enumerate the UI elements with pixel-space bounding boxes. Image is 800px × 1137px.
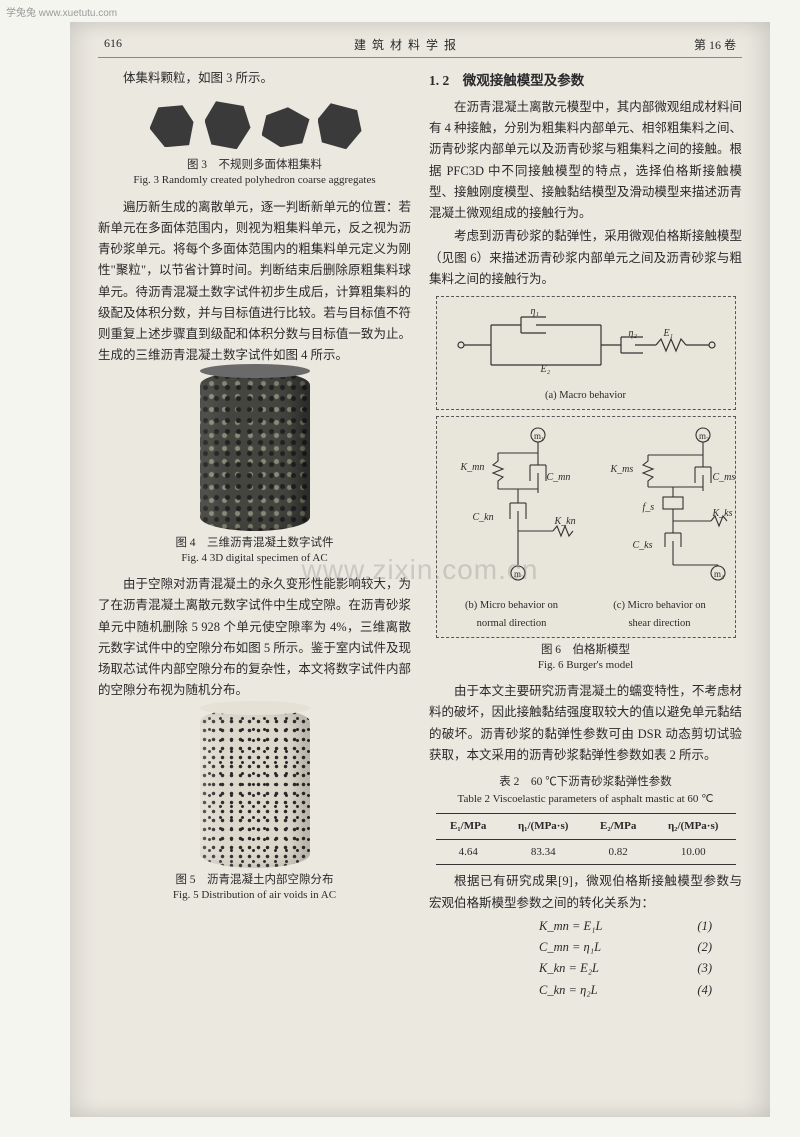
figure-6-micro: m₁ bbox=[436, 416, 736, 638]
svg-text:m₄: m₄ bbox=[714, 569, 724, 579]
page-number: 616 bbox=[104, 36, 122, 53]
svg-text:m₁: m₁ bbox=[534, 431, 544, 441]
circuit-icon bbox=[451, 305, 721, 377]
equation-row: K_mn = E₁L(1) bbox=[429, 916, 742, 937]
figure-6-diagram: η₁ η₂ E₁ E₂ (a) Macro behavior bbox=[436, 296, 736, 410]
table2-title-cn: 表 2 60 ℃下沥青砂浆黏弹性参数 bbox=[429, 774, 742, 790]
fig6-sub-c: (c) Micro behavior on shear direction bbox=[591, 597, 729, 633]
top-watermark: 学兔兔 www.xuetutu.com bbox=[6, 4, 117, 19]
table2-title-en: Table 2 Viscoelastic parameters of aspha… bbox=[429, 790, 742, 809]
figure-3-image bbox=[98, 93, 411, 153]
paragraph: 由于本文主要研究沥青混凝土的蠕变特性，不考虑材料的破坏，因此接触黏结强度取较大的… bbox=[429, 681, 742, 766]
table-header: E₁/MPa bbox=[436, 813, 501, 839]
table-cell: 10.00 bbox=[651, 839, 736, 865]
table-header: η₂/(MPa·s) bbox=[651, 813, 736, 839]
fig6-sub-b: (b) Micro behavior on normal direction bbox=[443, 597, 581, 633]
circuit-icon: m₁ bbox=[443, 425, 583, 585]
section-heading: 1. 2 微观接触模型及参数 bbox=[429, 70, 742, 93]
page-header: 616 建筑材料学报 第 16 卷 bbox=[98, 34, 742, 58]
macro-behavior-diagram: η₁ η₂ E₁ E₂ bbox=[451, 305, 721, 385]
micro-normal-diagram: m₁ bbox=[443, 425, 583, 595]
left-column: 体集料颗粒，如图 3 所示。 图 3 不规则多面体粗集料 Fig. 3 Rand… bbox=[98, 68, 411, 1001]
figure-5-caption: 图 5 沥青混凝土内部空隙分布 Fig. 5 Distribution of a… bbox=[98, 872, 411, 903]
paragraph: 由于空隙对沥青混凝土的永久变形性能影响较大，为了在沥青混凝土离散元数字试件中生成… bbox=[98, 574, 411, 702]
paragraph: 在沥青混凝土离散元模型中，其内部微观组成材料间有 4 种接触，分别为粗集料内部单… bbox=[429, 97, 742, 225]
aggregate-shape-icon bbox=[318, 103, 362, 149]
aggregate-shape-icon bbox=[150, 105, 194, 147]
figure-3-caption: 图 3 不规则多面体粗集料 Fig. 3 Randomly created po… bbox=[98, 157, 411, 188]
equation-row: C_mn = η₁L(2) bbox=[429, 937, 742, 958]
table-cell: 0.82 bbox=[585, 839, 650, 865]
svg-text:m₃: m₃ bbox=[699, 431, 709, 441]
aggregate-shape-icon bbox=[262, 107, 310, 147]
figure-6-caption: 图 6 伯格斯模型 Fig. 6 Burger's model bbox=[429, 642, 742, 673]
svg-text:m₂: m₂ bbox=[514, 569, 524, 579]
aggregate-shape-icon bbox=[205, 101, 251, 149]
circuit-icon: m₃ bbox=[593, 425, 733, 585]
right-column: 1. 2 微观接触模型及参数 在沥青混凝土离散元模型中，其内部微观组成材料间有 … bbox=[429, 68, 742, 1001]
table-header: E₂/MPa bbox=[585, 813, 650, 839]
figure-5-image bbox=[98, 708, 411, 868]
paragraph: 遍历新生成的离散单元，逐一判断新单元的位置：若新单元在多面体范围内，则视为粗集料… bbox=[98, 197, 411, 367]
figure-4-image bbox=[98, 371, 411, 531]
table-cell: 83.34 bbox=[501, 839, 586, 865]
table-2: E₁/MPa η₁/(MPa·s) E₂/MPa η₂/(MPa·s) 4.64… bbox=[436, 813, 736, 865]
micro-shear-diagram: m₃ bbox=[593, 425, 733, 595]
page: 616 建筑材料学报 第 16 卷 体集料颗粒，如图 3 所示。 图 3 不规则… bbox=[70, 22, 770, 1117]
paragraph: 考虑到沥青砂浆的黏弹性，采用微观伯格斯接触模型（见图 6）来描述沥青砂浆内部单元… bbox=[429, 226, 742, 290]
issue-label: 第 16 卷 bbox=[694, 36, 736, 53]
journal-title: 建筑材料学报 bbox=[354, 36, 462, 53]
paragraph: 根据已有研究成果[9]，微观伯格斯接触模型参数与宏观伯格斯模型参数之间的转化关系… bbox=[429, 871, 742, 914]
table-cell: 4.64 bbox=[436, 839, 501, 865]
cylinder-specimen-icon bbox=[200, 371, 310, 531]
two-column-body: 体集料颗粒，如图 3 所示。 图 3 不规则多面体粗集料 Fig. 3 Rand… bbox=[98, 68, 742, 1001]
paragraph: 体集料颗粒，如图 3 所示。 bbox=[98, 68, 411, 89]
table-header: η₁/(MPa·s) bbox=[501, 813, 586, 839]
equation-row: K_kn = E₂L(3) bbox=[429, 958, 742, 979]
cylinder-voids-icon bbox=[200, 708, 310, 868]
equation-row: C_kn = η₂L(4) bbox=[429, 980, 742, 1001]
fig6-sub-a: (a) Macro behavior bbox=[443, 387, 729, 405]
figure-4-caption: 图 4 三维沥青混凝土数字试件 Fig. 4 3D digital specim… bbox=[98, 535, 411, 566]
